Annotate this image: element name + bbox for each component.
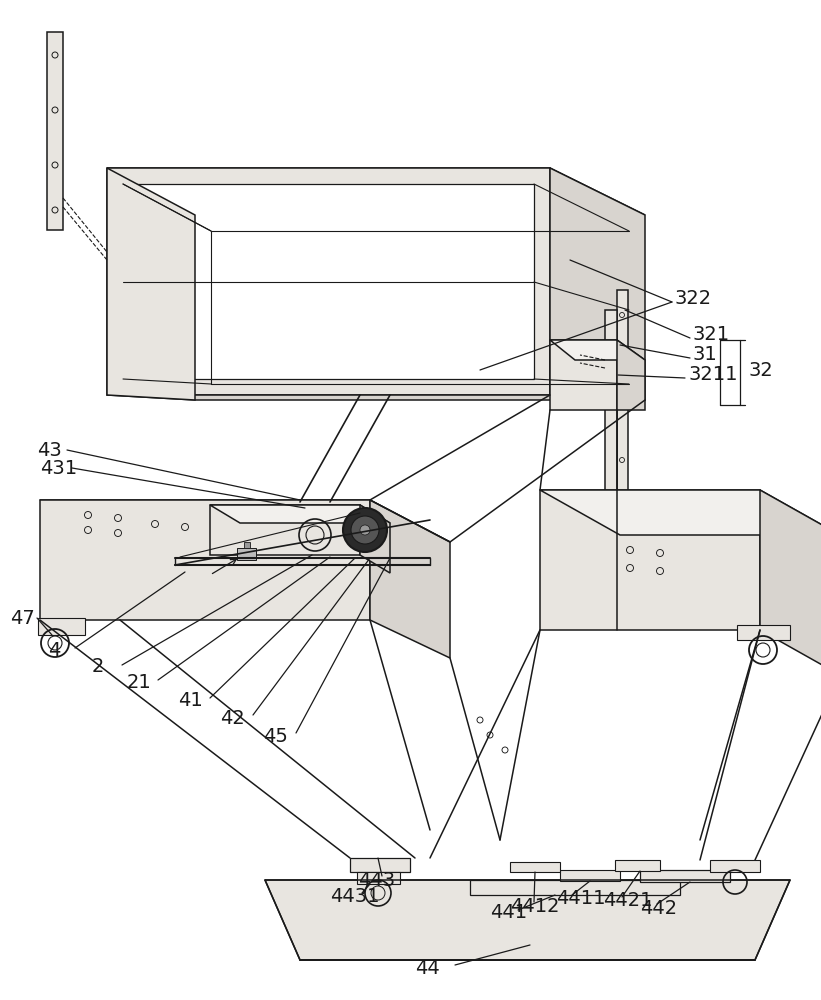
Polygon shape [360, 505, 390, 573]
Polygon shape [560, 870, 620, 881]
Polygon shape [357, 872, 400, 884]
Polygon shape [540, 490, 760, 630]
Circle shape [343, 508, 387, 552]
Text: 32: 32 [748, 360, 773, 379]
Text: 44: 44 [415, 958, 440, 978]
Polygon shape [617, 290, 628, 495]
Polygon shape [107, 168, 550, 395]
Polygon shape [237, 548, 256, 560]
Text: 443: 443 [358, 870, 395, 890]
Polygon shape [605, 310, 617, 495]
Text: 4: 4 [48, 641, 61, 660]
Text: 21: 21 [127, 672, 152, 692]
Text: 321: 321 [693, 326, 730, 344]
Text: 31: 31 [693, 346, 718, 364]
Polygon shape [107, 168, 645, 215]
Polygon shape [244, 542, 250, 548]
Polygon shape [107, 168, 195, 400]
Polygon shape [47, 32, 63, 230]
Polygon shape [615, 860, 660, 871]
Polygon shape [265, 880, 790, 960]
Text: 4411: 4411 [556, 888, 606, 908]
Text: 4421: 4421 [603, 892, 653, 910]
Polygon shape [510, 862, 560, 872]
Text: 45: 45 [263, 726, 288, 746]
Text: 322: 322 [675, 288, 712, 308]
Text: 43: 43 [37, 440, 62, 460]
Polygon shape [640, 870, 730, 882]
Polygon shape [210, 505, 390, 523]
Text: 3211: 3211 [688, 365, 737, 384]
Polygon shape [123, 184, 534, 379]
Polygon shape [210, 505, 360, 555]
Polygon shape [550, 340, 645, 360]
Polygon shape [550, 168, 645, 400]
Polygon shape [550, 340, 617, 410]
Polygon shape [40, 500, 450, 542]
Polygon shape [370, 500, 450, 658]
Polygon shape [470, 880, 680, 895]
Polygon shape [38, 618, 85, 635]
Polygon shape [107, 395, 645, 400]
Polygon shape [737, 625, 790, 640]
Circle shape [351, 516, 379, 544]
Text: 41: 41 [178, 690, 203, 710]
Text: 47: 47 [10, 608, 34, 628]
Text: 431: 431 [40, 458, 77, 478]
Polygon shape [40, 500, 370, 620]
Polygon shape [540, 490, 821, 535]
Polygon shape [617, 340, 645, 410]
Polygon shape [710, 860, 760, 872]
Text: 42: 42 [220, 708, 245, 728]
Text: 2: 2 [92, 658, 104, 676]
Polygon shape [760, 490, 821, 675]
Text: 441: 441 [490, 904, 527, 922]
Circle shape [360, 525, 370, 535]
Text: 4431: 4431 [330, 888, 379, 906]
Polygon shape [350, 858, 410, 872]
Text: 442: 442 [640, 898, 677, 918]
Text: 4412: 4412 [510, 898, 559, 916]
